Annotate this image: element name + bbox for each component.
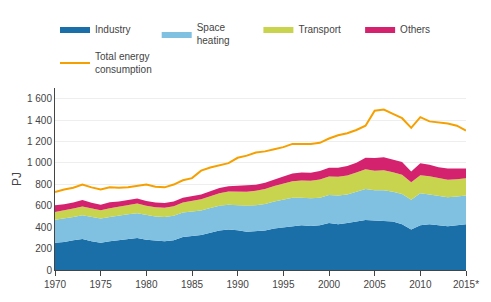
svg-text:1990: 1990 (227, 279, 250, 290)
svg-text:800: 800 (35, 179, 52, 190)
svg-text:1975: 1975 (90, 279, 113, 290)
svg-text:1980: 1980 (135, 279, 158, 290)
svg-text:Transport: Transport (298, 24, 341, 35)
svg-text:2005: 2005 (364, 279, 387, 290)
svg-text:2010: 2010 (409, 279, 432, 290)
svg-text:0: 0 (46, 265, 52, 276)
svg-text:1985: 1985 (181, 279, 204, 290)
svg-text:Industry: Industry (95, 24, 131, 35)
svg-text:200: 200 (35, 243, 52, 254)
svg-text:Others: Others (400, 24, 430, 35)
svg-text:400: 400 (35, 222, 52, 233)
svg-text:PJ: PJ (10, 172, 24, 186)
svg-text:1 200: 1 200 (27, 136, 52, 147)
svg-text:2000: 2000 (318, 279, 341, 290)
svg-text:600: 600 (35, 200, 52, 211)
svg-text:1 000: 1 000 (27, 157, 52, 168)
svg-text:1970: 1970 (44, 279, 67, 290)
svg-text:1 600: 1 600 (27, 93, 52, 104)
svg-text:2015*: 2015* (453, 279, 479, 290)
svg-text:Total energyconsumption: Total energyconsumption (95, 51, 152, 75)
svg-text:1 400: 1 400 (27, 115, 52, 126)
svg-text:Spaceheating: Spaceheating (197, 22, 230, 46)
svg-text:1995: 1995 (272, 279, 295, 290)
